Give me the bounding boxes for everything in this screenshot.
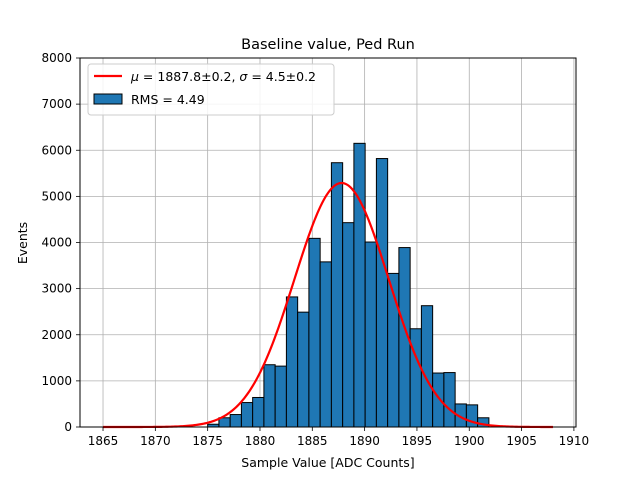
x-tick-label: 1900	[454, 434, 485, 448]
y-axis-label: Events	[15, 222, 30, 264]
histogram-bar	[308, 237, 321, 428]
y-tick-label: 3000	[41, 282, 72, 296]
x-tick-label: 1880	[245, 434, 276, 448]
histogram-bar	[285, 296, 299, 428]
legend: μ = 1887.8±0.2, σ = 4.5±0.2 RMS = 4.49	[87, 63, 335, 116]
legend-histogram-label: RMS = 4.49	[131, 92, 205, 107]
y-tick-label: 1000	[41, 374, 72, 388]
y-axis-ticks: 0 1000 2000 3000 4000 5000 6000 7000 8000	[41, 51, 80, 434]
histogram-bar	[297, 311, 310, 428]
x-tick-label: 1865	[88, 434, 119, 448]
histogram-bar	[330, 162, 344, 428]
histogram-bar	[342, 222, 355, 428]
histogram-bar	[319, 261, 332, 428]
x-tick-label: 1905	[506, 434, 537, 448]
y-tick-label: 5000	[41, 189, 72, 203]
legend-histogram-swatch	[93, 93, 123, 105]
y-tick-label: 8000	[41, 51, 72, 65]
x-tick-label: 1910	[559, 434, 590, 448]
x-tick-label: 1870	[140, 434, 171, 448]
y-tick-label: 6000	[41, 143, 72, 157]
histogram-bar	[274, 365, 287, 428]
x-tick-label: 1885	[297, 434, 328, 448]
x-tick-label: 1890	[349, 434, 380, 448]
x-axis-label: Sample Value [ADC Counts]	[241, 455, 414, 470]
histogram-bar	[375, 158, 389, 428]
histogram-bar	[443, 372, 456, 428]
y-tick-label: 0	[64, 420, 72, 434]
x-tick-label: 1875	[192, 434, 223, 448]
y-tick-label: 4000	[41, 236, 72, 250]
histogram-bar	[420, 305, 434, 428]
histogram-bar	[240, 402, 254, 428]
legend-box	[87, 63, 335, 116]
histogram-bar	[353, 142, 366, 428]
histogram-bar	[364, 241, 377, 428]
y-tick-label: 7000	[41, 97, 72, 111]
histogram-bar	[229, 414, 242, 428]
histogram-bar	[432, 372, 445, 428]
gaussian-fit-curve	[103, 181, 553, 429]
histogram-bar	[409, 328, 422, 428]
legend-fit-label: μ = 1887.8±0.2, σ = 4.5±0.2	[130, 69, 316, 84]
x-axis-ticks: 1865 1870 1875 1880 1885 1890 1895 1900 1905 1910	[88, 427, 589, 448]
histogram-bars	[207, 142, 490, 428]
y-tick-label: 2000	[41, 328, 72, 342]
chart-title: Baseline value, Ped Run	[241, 37, 415, 53]
histogram-bar	[252, 396, 265, 428]
histogram-bar	[263, 364, 276, 428]
x-tick-label: 1895	[402, 434, 433, 448]
